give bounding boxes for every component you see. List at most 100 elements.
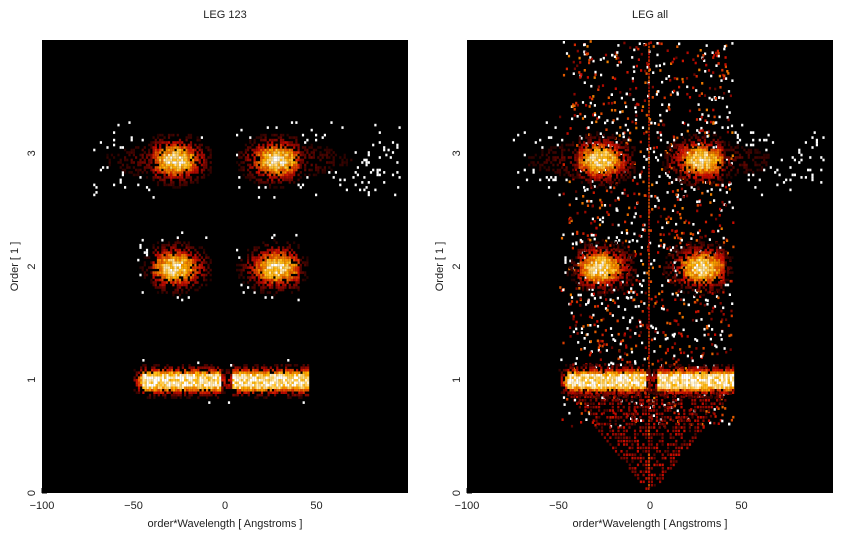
heat-cell xyxy=(568,203,571,207)
heat-cell xyxy=(214,388,217,392)
heat-cell xyxy=(705,108,708,112)
heat-cell xyxy=(710,391,713,394)
heat-cell xyxy=(705,416,708,419)
heat-cell xyxy=(568,221,571,224)
heat-cell xyxy=(648,358,650,361)
heat-cell xyxy=(308,156,311,159)
heat-cell xyxy=(236,248,239,252)
heat-cell xyxy=(639,416,642,419)
heat-cell xyxy=(137,183,140,187)
heat-cell xyxy=(691,402,694,405)
heat-cell xyxy=(108,158,111,162)
heat-cell xyxy=(637,477,640,480)
heat-cell xyxy=(636,239,639,243)
heat-cell xyxy=(268,278,272,282)
heat-cell xyxy=(343,178,346,182)
heat-cell xyxy=(591,204,594,208)
heat-cell xyxy=(622,132,625,135)
heat-cell xyxy=(625,456,629,460)
heat-cell xyxy=(602,135,605,139)
heat-cell xyxy=(623,443,626,446)
heat-cell xyxy=(691,412,694,416)
heat-cell xyxy=(661,470,664,473)
heat-cell xyxy=(576,49,579,53)
y-tick-label: 1 xyxy=(26,377,38,383)
heat-cell xyxy=(271,266,274,269)
heat-cell xyxy=(610,93,613,96)
heat-cell xyxy=(663,388,667,392)
heat-cell xyxy=(164,378,167,382)
heat-cell xyxy=(636,182,639,186)
heat-cell xyxy=(696,388,699,392)
heat-cell xyxy=(273,156,276,159)
heat-cell xyxy=(692,233,695,236)
heat-cell xyxy=(260,388,264,392)
heat-cell xyxy=(663,207,666,211)
heat-cell xyxy=(648,324,650,327)
heat-cell xyxy=(264,251,267,254)
heat-cell xyxy=(271,273,274,277)
heat-cell xyxy=(613,186,616,190)
heat-cell xyxy=(629,319,632,322)
heat-cell xyxy=(166,364,169,367)
heat-cell xyxy=(260,373,264,377)
heat-cell xyxy=(600,112,603,115)
heat-cell xyxy=(162,391,165,394)
heat-cell xyxy=(601,84,605,87)
heat-cell xyxy=(163,156,166,159)
heat-cell xyxy=(673,342,677,345)
heat-cell xyxy=(703,365,706,369)
heat-cell xyxy=(365,163,368,167)
heat-cell xyxy=(240,161,243,164)
heat-cell xyxy=(194,178,197,182)
heat-cell xyxy=(188,383,191,387)
heat-cell xyxy=(279,151,283,154)
heat-cell xyxy=(699,203,702,207)
heat-cell xyxy=(291,386,294,389)
heat-cell xyxy=(271,283,274,287)
heat-cell xyxy=(586,52,589,55)
heat-cell xyxy=(664,416,667,419)
heat-cell xyxy=(178,293,182,297)
heat-cell xyxy=(669,463,673,467)
heat-cell xyxy=(650,416,653,419)
heat-cell xyxy=(672,392,675,395)
heat-cell xyxy=(675,426,678,429)
heat-cell xyxy=(674,403,677,406)
heat-cell xyxy=(271,256,274,259)
heat-cell xyxy=(625,422,628,426)
heat-cell xyxy=(245,386,248,389)
heat-cell xyxy=(181,268,184,272)
heat-cell xyxy=(582,325,585,328)
heat-cell xyxy=(262,266,265,269)
heat-cell xyxy=(296,373,299,377)
heat-cell xyxy=(174,176,177,179)
heat-cell xyxy=(178,273,182,277)
heat-cell xyxy=(603,392,606,395)
heat-cell xyxy=(279,281,283,284)
heat-cell xyxy=(639,426,642,429)
heat-cell xyxy=(284,153,287,157)
heat-cell xyxy=(154,278,157,282)
heat-cell xyxy=(198,158,201,162)
heat-cell xyxy=(628,409,631,412)
heat-cell xyxy=(576,402,579,405)
heat-cell xyxy=(254,371,257,374)
heat-cell xyxy=(648,480,650,484)
heat-cell xyxy=(205,158,208,162)
heat-cell xyxy=(641,310,644,313)
heat-cell xyxy=(277,288,280,292)
heat-cell xyxy=(669,416,672,419)
heat-cell xyxy=(143,271,146,274)
heat-cell xyxy=(273,273,276,277)
heat-cell xyxy=(181,168,184,172)
heat-cell xyxy=(206,366,209,369)
heat-cell xyxy=(650,446,653,450)
heat-cell xyxy=(277,248,280,252)
heat-cell xyxy=(146,371,149,374)
heat-cell xyxy=(605,128,608,131)
heat-cell xyxy=(192,368,195,372)
heat-cell xyxy=(181,158,184,162)
heat-cell xyxy=(194,276,197,279)
heat-cell xyxy=(271,386,274,389)
